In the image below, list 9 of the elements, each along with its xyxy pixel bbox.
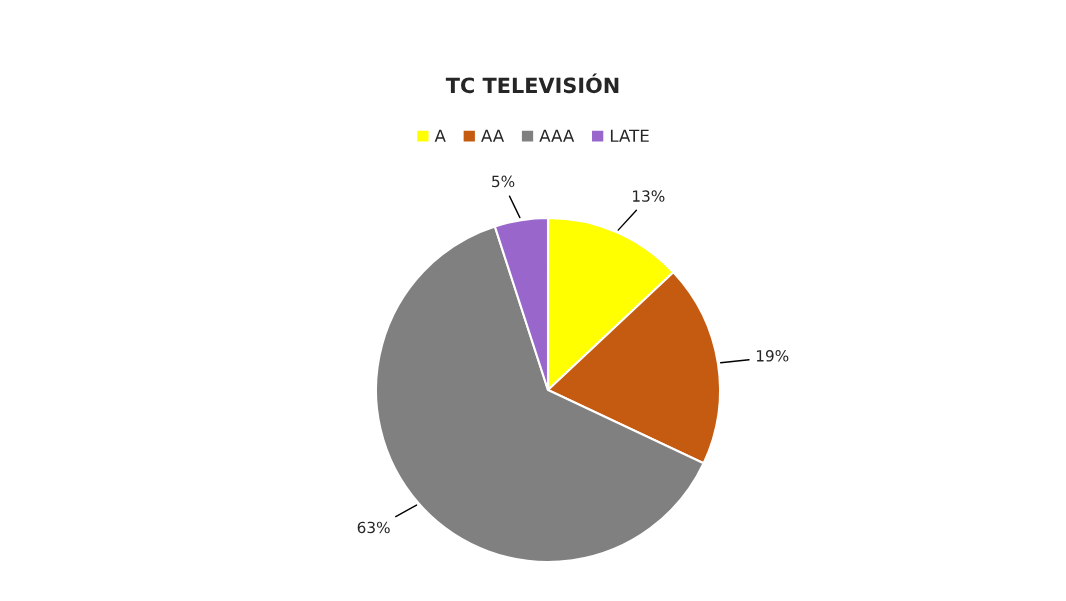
data-label: 13% [633, 190, 665, 202]
chart-title: TC TELEVISIÓN [445, 73, 619, 94]
data-label: 63% [357, 521, 390, 534]
legend-label: LATE [610, 129, 649, 142]
legend-label: AA [481, 129, 505, 142]
legend-label: AAA [539, 129, 575, 142]
legend-label: A [434, 129, 446, 142]
data-label: 5% [492, 175, 515, 188]
data-label: 19% [756, 350, 789, 362]
